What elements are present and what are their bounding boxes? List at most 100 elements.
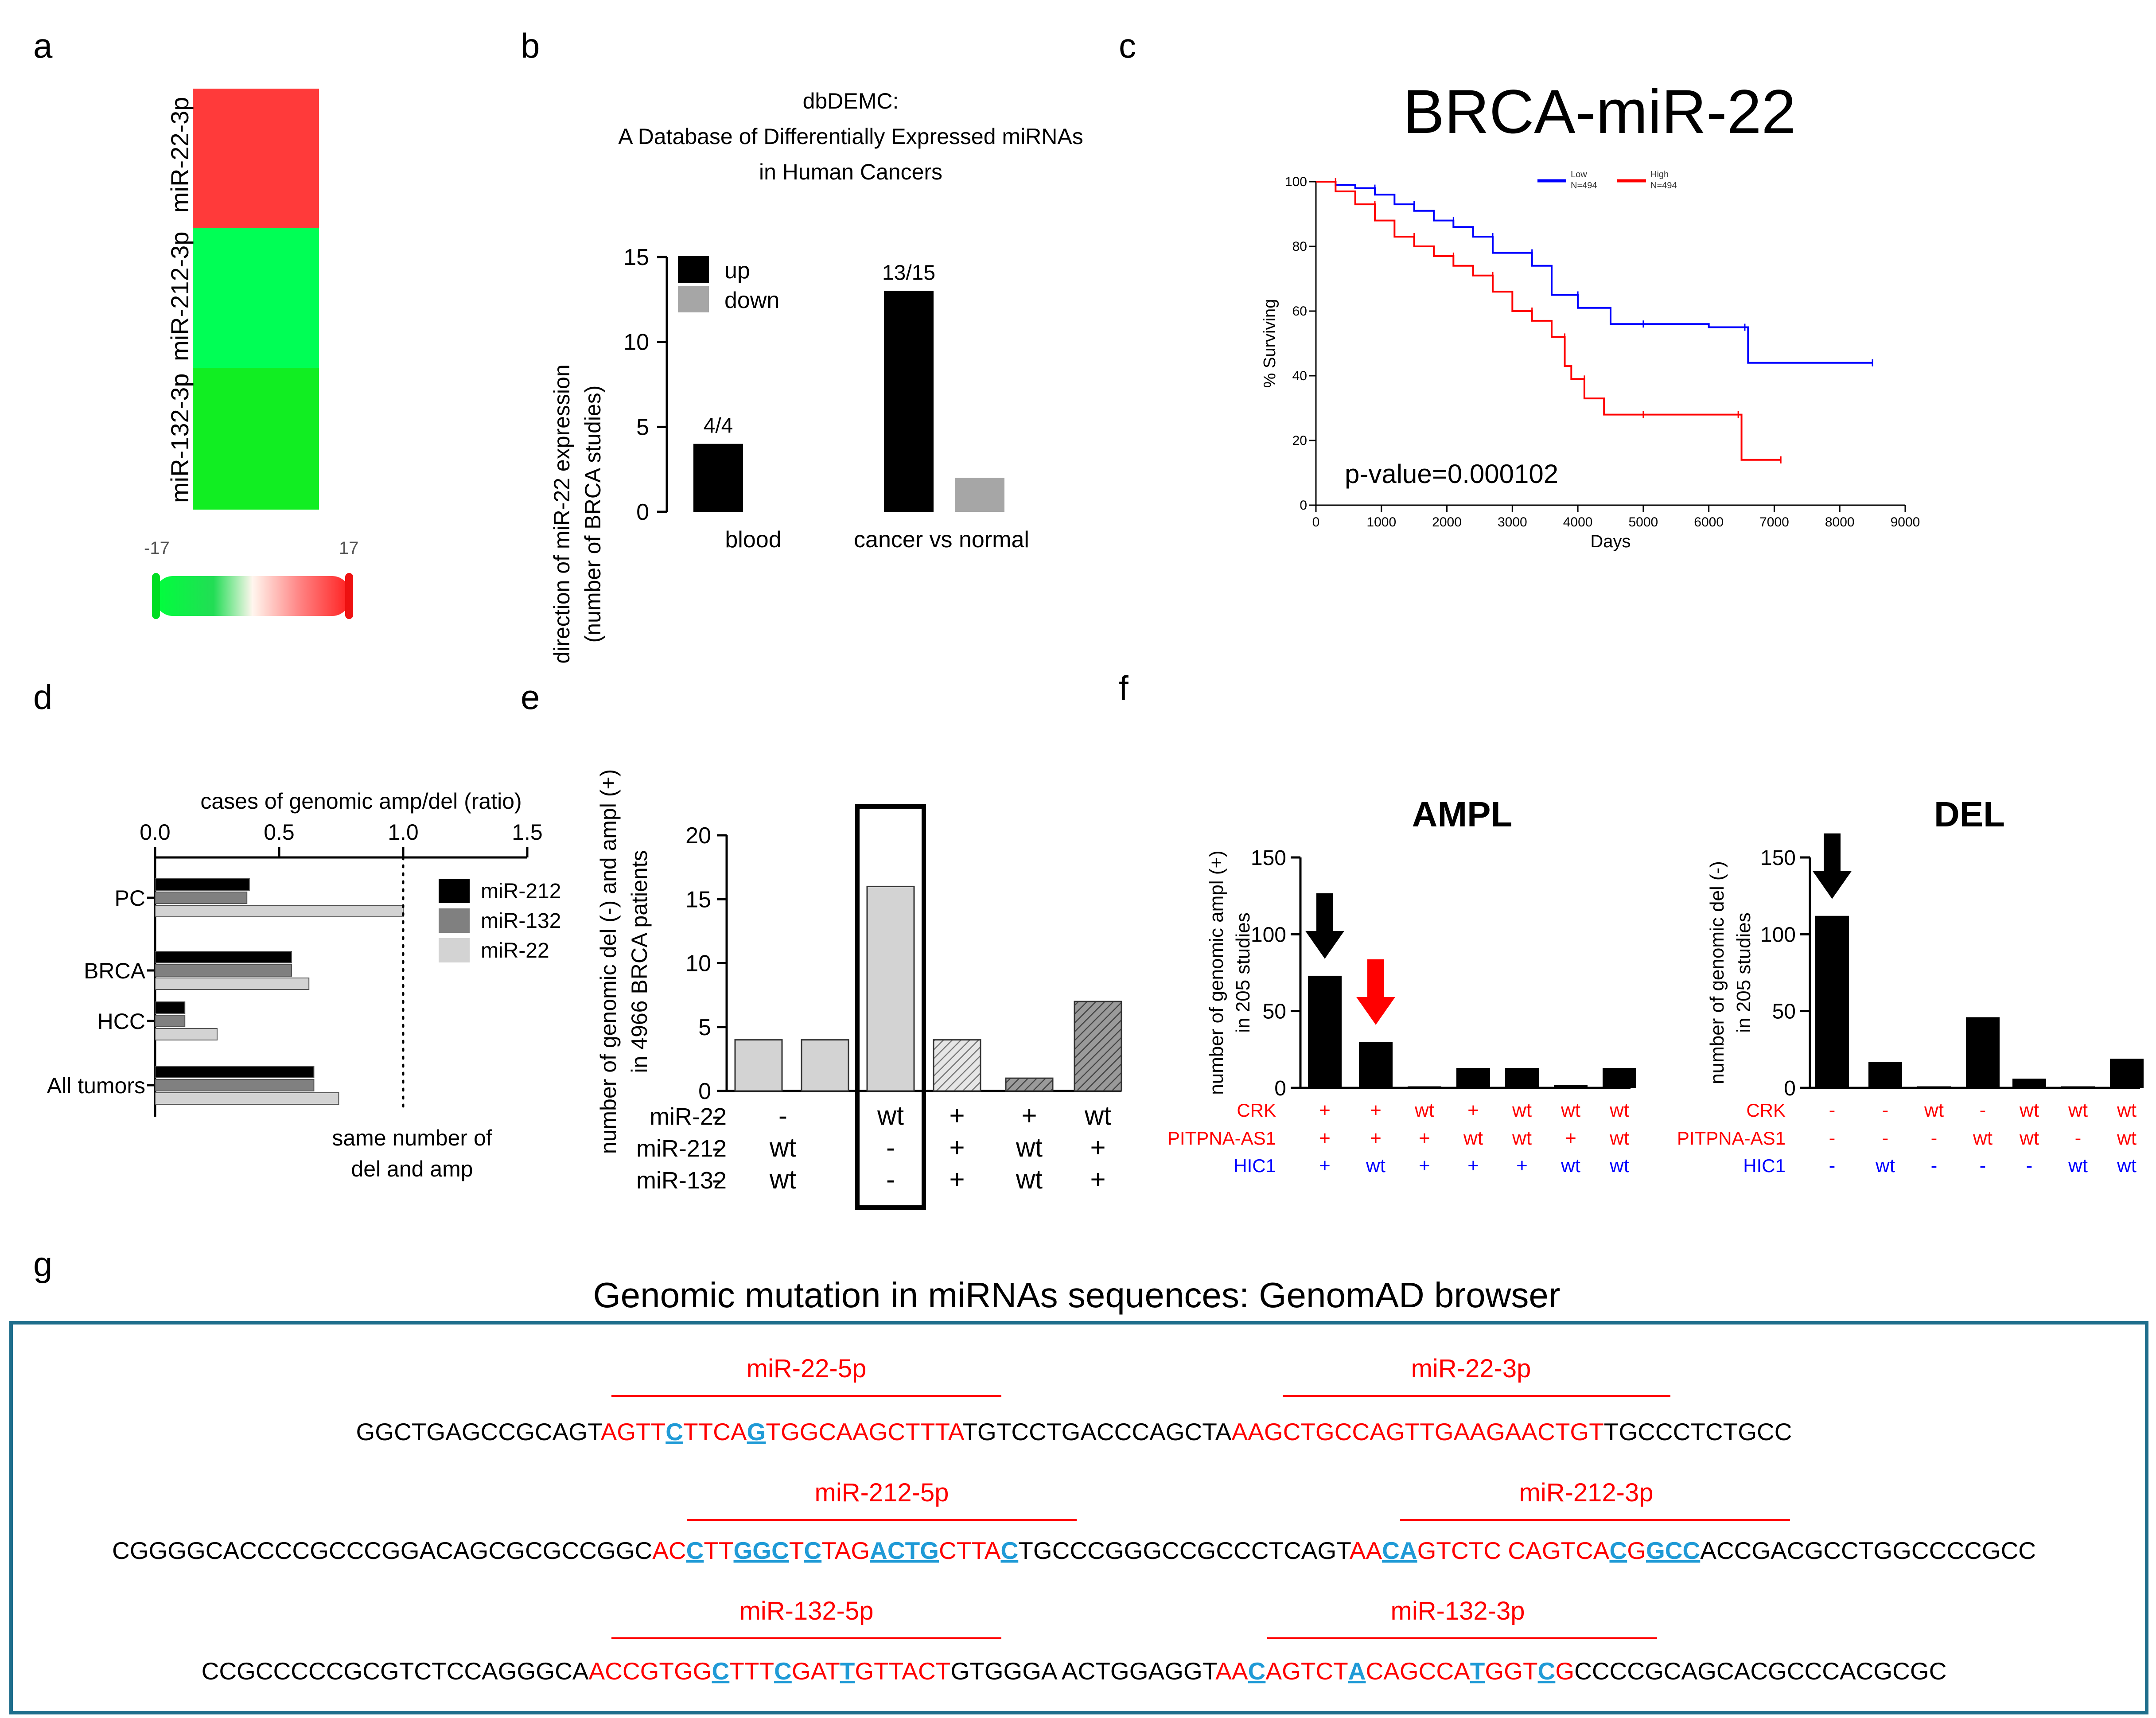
chart-d-xtick-label: 0.0 [140,820,171,845]
genotype-cell: + [949,1165,965,1194]
bar-del-2 [1917,1086,1951,1088]
bar-e-3 [933,1039,981,1092]
sequence-segment: GGC [734,1537,789,1564]
genotype-cell-del: - [1980,1155,1986,1176]
sequence-segment: GTTACT [855,1657,950,1685]
color-scale-max-handle [345,573,353,619]
chart-f-del-ylabel-line-1: number of genomic del (-) [1706,861,1728,1084]
seq-label-mir-132-3p: miR-132-3p [1391,1597,1525,1625]
chart-b-category-blood: blood [725,527,781,553]
panel-b-bar-chart: dbDEMC: A Database of Differentially Exp… [549,89,1083,664]
genotype-cell-del: wt [2117,1127,2137,1149]
sequence-segment: TGCCCTCTGCC [1604,1418,1792,1445]
chart-c-xtick-label: 2000 [1432,515,1462,530]
bar-ampl-0 [1308,975,1342,1088]
genotype-cell-ampl: wt [1414,1099,1434,1121]
genotype-cell: wt [769,1133,796,1162]
chart-c-ytick-label: 0 [1300,498,1307,513]
bar-e-1 [801,1039,849,1092]
chart-b-title-line-2: A Database of Differentially Expressed m… [618,124,1083,149]
genotype-cell: + [1021,1101,1037,1130]
chart-c-ytick-label: 40 [1292,369,1307,383]
bar-ampl-5 [1554,1085,1588,1088]
genotype-cell-del: - [1829,1099,1836,1121]
genotype-cell: - [886,1165,895,1194]
legend-n-low: N=494 [1571,181,1597,191]
genotype-cell-ampl: + [1565,1127,1576,1149]
genotype-cell-del: - [1931,1127,1938,1149]
heatmap-row-label-mir-212: miR-212-3p [166,231,194,361]
sequence-segment: GTCTC CAGTCA [1417,1537,1610,1564]
sequence-segment: T [840,1657,855,1685]
panel-f-bar-charts: AMPL DEL number of genomic ampl (+) in 2… [1168,795,2144,1176]
panel-e-bar-chart: number of genomic del (-) and ampl (+) i… [596,769,1122,1210]
genotype-row-label-del: PITPNA-AS1 [1677,1128,1786,1149]
bar-del-1 [1868,1062,1902,1088]
legend-label-mir-132: miR-132 [481,909,561,933]
bar-up-0 [693,444,743,512]
chart-c-xtick-label: 6000 [1694,515,1724,530]
seq-label-mir-22-5p: miR-22-5p [747,1354,867,1383]
sequence-segment: AA [1215,1657,1248,1685]
genotype-cell-del: wt [1875,1155,1895,1176]
genotype-cell: - [778,1101,787,1130]
genotype-cell-ampl: + [1319,1127,1331,1149]
sequence-segment: G [1555,1657,1574,1685]
chart-b-ytick-label: 0 [636,499,649,525]
sequence-segment: C [1610,1537,1627,1564]
genotype-cell-ampl: + [1319,1099,1331,1121]
seq-label-mir-22-3p: miR-22-3p [1411,1354,1531,1383]
sequence-segment: C [774,1657,792,1685]
chart-f-ampl-ylabel-line-2: in 205 studies [1232,912,1254,1033]
highlight-box-mir-22-wt [855,804,926,1210]
sequence-segment: C [665,1418,683,1445]
heatmap-cell-mir-212 [193,228,319,368]
bar-ampl-6 [1603,1067,1636,1088]
genotype-cell-del: wt [2019,1127,2039,1149]
seq-label-mir-212-5p: miR-212-5p [815,1478,949,1507]
panel-c-survival-plot: BRCA-miR-22 0 1000 2000 3000 4000 5000 6000 700… [1261,77,1920,551]
sequence-segment: C [712,1657,730,1685]
sequence-segment: CCCCGCAGCACGCCCACGCGC [1574,1657,1946,1685]
heatmap-row-label-mir-22: miR-22-3p [166,97,194,213]
heatmap-cell-mir-22 [193,89,319,228]
sequence-segment: TGTCCTGACCCAGCTA [962,1418,1231,1445]
chart-c-xtick-label: 0 [1312,515,1320,530]
chart-e-ytick-label: 0 [698,1079,711,1104]
sequence-segment: G [747,1418,766,1445]
chart-f-del-ytick-label: 50 [1772,1000,1796,1024]
chart-f-ampl-ytick-label: 150 [1251,846,1286,870]
chart-f-ampl-ytick-label: 100 [1251,923,1286,947]
hbar-mir-132-2 [155,1015,186,1027]
chart-b-ytick-label: 10 [623,330,649,355]
chart-b-ylabel-line-1: direction of miR-22 expression [549,364,574,663]
legend-label-mir-22: miR-22 [481,939,549,962]
sequence-segment: CTTA [939,1537,1001,1564]
sequence-segment: ACCGTGG [588,1657,712,1685]
panel-label-b: b [521,26,540,65]
chart-c-ytick-label: 20 [1292,433,1307,448]
chart-f-ampl-ytick-label: 0 [1274,1077,1286,1100]
genotype-cell: wt [1016,1165,1043,1194]
genotype-row-label-ampl: CRK [1237,1100,1276,1121]
genotype-cell-ampl: wt [1512,1099,1532,1121]
bar-ampl-1 [1359,1042,1393,1088]
sequence-segment: T [789,1537,804,1564]
hbar-mir-22-1 [155,978,310,990]
hbar-mir-22-2 [155,1028,218,1040]
chart-c-xtick-label: 7000 [1759,515,1789,530]
bar-del-6 [2110,1059,2144,1088]
genotype-cell-del: wt [1973,1127,1993,1149]
chart-e-ytick-label: 20 [685,823,711,849]
genotype-cell-del: - [2075,1127,2082,1149]
panel-a-heatmap: miR-22-3p miR-212-3p miR-132-3p -17 17 [144,89,359,619]
panel-g-sequences: Genomic mutation in miRNAs sequences: Ge… [9,1275,2148,1714]
sequence-segment: GCC [1646,1537,1700,1564]
sequence-segment: GGT [1485,1657,1537,1685]
chart-e-ytick-label: 15 [685,887,711,912]
chart-f-del-title: DEL [1934,795,2005,834]
genotype-cell: + [1090,1165,1105,1194]
legend-swatch-mir-22 [439,938,470,962]
